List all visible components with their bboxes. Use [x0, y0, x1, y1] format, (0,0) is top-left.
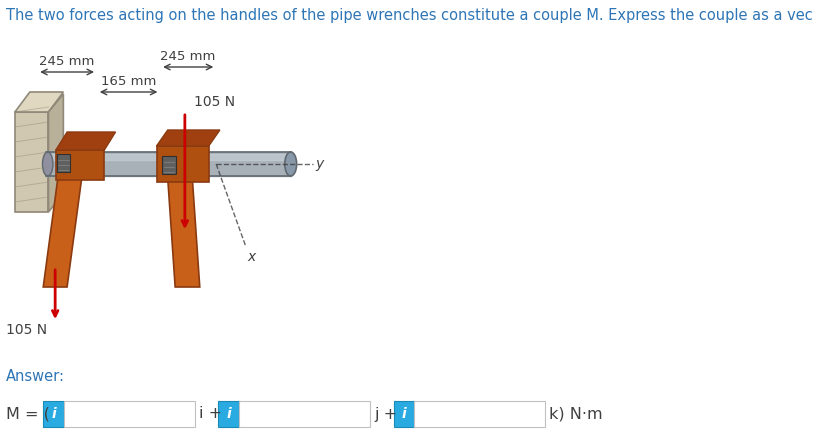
Polygon shape: [49, 94, 63, 212]
FancyBboxPatch shape: [415, 401, 545, 427]
Polygon shape: [43, 176, 82, 287]
Text: M = (: M = (: [6, 407, 50, 422]
Polygon shape: [56, 132, 115, 150]
Text: y: y: [315, 157, 324, 171]
FancyBboxPatch shape: [57, 154, 70, 172]
Ellipse shape: [42, 152, 53, 176]
FancyBboxPatch shape: [64, 401, 194, 427]
FancyBboxPatch shape: [219, 401, 239, 427]
Text: i +: i +: [199, 407, 222, 422]
Text: k) N·m: k) N·m: [550, 407, 603, 422]
Polygon shape: [167, 178, 200, 287]
Text: 105 N: 105 N: [193, 95, 235, 109]
Text: 245 mm: 245 mm: [160, 50, 215, 63]
Polygon shape: [157, 146, 209, 182]
Text: i: i: [402, 407, 406, 421]
FancyBboxPatch shape: [43, 401, 64, 427]
Text: x: x: [247, 250, 256, 264]
Polygon shape: [56, 150, 104, 180]
Polygon shape: [157, 130, 220, 146]
Text: The two forces acting on the handles of the pipe wrenches constitute a couple M.: The two forces acting on the handles of …: [6, 8, 813, 23]
Text: 245 mm: 245 mm: [39, 55, 95, 68]
Text: i: i: [227, 407, 231, 421]
Text: i: i: [51, 407, 56, 421]
Text: Answer:: Answer:: [6, 369, 65, 384]
Polygon shape: [15, 92, 63, 112]
Ellipse shape: [285, 152, 297, 176]
Text: 165 mm: 165 mm: [101, 75, 156, 88]
FancyBboxPatch shape: [393, 401, 415, 427]
FancyBboxPatch shape: [163, 156, 176, 174]
Text: j +: j +: [374, 407, 398, 422]
FancyBboxPatch shape: [239, 401, 370, 427]
Text: 105 N: 105 N: [6, 323, 47, 337]
Polygon shape: [15, 112, 49, 212]
